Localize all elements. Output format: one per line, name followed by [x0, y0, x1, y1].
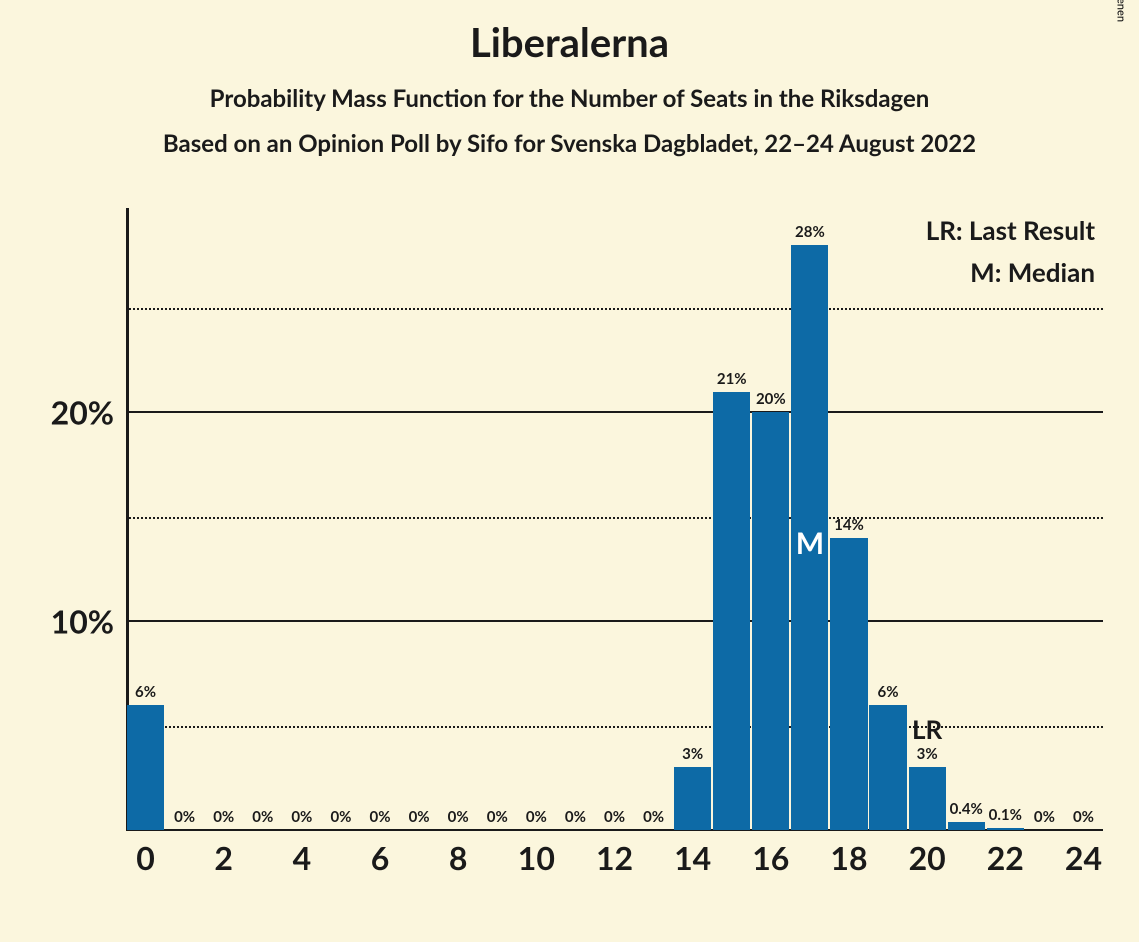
- x-tick-label: 4: [293, 838, 312, 877]
- x-tick-label: 8: [449, 838, 468, 877]
- copyright-notice: © 2022 Filip van Laenen: [1114, 0, 1127, 22]
- bar-value-label: 14%: [834, 516, 864, 534]
- grid-major: [126, 411, 1103, 413]
- bar-value-label: 0%: [487, 808, 508, 826]
- y-tick-label: 10%: [51, 602, 114, 641]
- bar-value-label: 6%: [135, 683, 156, 701]
- bar: [752, 412, 789, 830]
- plot-container: LR: Last Result M: Median 10%20%6%0%0%0%…: [48, 214, 1103, 882]
- x-tick-label: 20: [909, 838, 946, 877]
- x-tick-label: 24: [1065, 838, 1102, 877]
- grid-minor: [126, 726, 1103, 728]
- bar-value-label: 3%: [682, 745, 703, 763]
- bar-value-label: 0%: [526, 808, 547, 826]
- legend-m: M: Median: [926, 256, 1095, 288]
- bar-value-label: 0%: [448, 808, 469, 826]
- bar-value-label: 0%: [643, 808, 664, 826]
- bar: [948, 822, 985, 830]
- bar-value-label: 0.1%: [989, 806, 1022, 824]
- bar: [987, 828, 1024, 830]
- bar: [127, 705, 164, 830]
- bar-value-label: 21%: [717, 370, 747, 388]
- bar-value-label: 20%: [756, 390, 786, 408]
- bar-value-label: 0%: [252, 808, 273, 826]
- plot-area: LR: Last Result M: Median 10%20%6%0%0%0%…: [126, 214, 1103, 830]
- x-tick-label: 18: [830, 838, 867, 877]
- grid-major: [126, 620, 1103, 622]
- legend: LR: Last Result M: Median: [926, 214, 1095, 298]
- bar: [713, 392, 750, 831]
- bar-value-label: 0%: [213, 808, 234, 826]
- x-tick-label: 0: [136, 838, 155, 877]
- legend-lr: LR: Last Result: [926, 214, 1095, 246]
- bar-value-label: 6%: [878, 683, 899, 701]
- bar-value-label: 0%: [174, 808, 195, 826]
- median-marker: M: [796, 525, 824, 561]
- x-tick-label: 6: [371, 838, 390, 877]
- bar-value-label: 0%: [409, 808, 430, 826]
- bar-value-label: 0%: [291, 808, 312, 826]
- bar-value-label: 0%: [1073, 808, 1094, 826]
- bar-value-label: 0%: [565, 808, 586, 826]
- x-tick-label: 16: [752, 838, 789, 877]
- bar-value-label: 28%: [795, 223, 825, 241]
- grid-minor: [126, 308, 1103, 310]
- last-result-marker: LR: [912, 713, 942, 745]
- bar-value-label: 0.4%: [950, 800, 983, 818]
- bar-value-label: 0%: [330, 808, 351, 826]
- grid-minor: [126, 517, 1103, 519]
- x-tick-label: 10: [518, 838, 555, 877]
- y-tick-label: 20%: [51, 393, 114, 432]
- bar: [830, 538, 867, 830]
- bar-value-label: 0%: [604, 808, 625, 826]
- x-tick-label: 12: [596, 838, 633, 877]
- x-tick-label: 2: [214, 838, 233, 877]
- chart-title: Liberalerna: [0, 18, 1139, 66]
- bar: [674, 767, 711, 830]
- bar-value-label: 0%: [1034, 808, 1055, 826]
- chart-subtitle-2: Based on an Opinion Poll by Sifo for Sve…: [0, 129, 1139, 158]
- x-tick-label: 14: [674, 838, 711, 877]
- chart-subtitle-1: Probability Mass Function for the Number…: [0, 84, 1139, 113]
- bar: [909, 767, 946, 830]
- bar-value-label: 3%: [917, 745, 938, 763]
- bar: [869, 705, 906, 830]
- x-tick-label: 22: [987, 838, 1024, 877]
- bar-value-label: 0%: [370, 808, 391, 826]
